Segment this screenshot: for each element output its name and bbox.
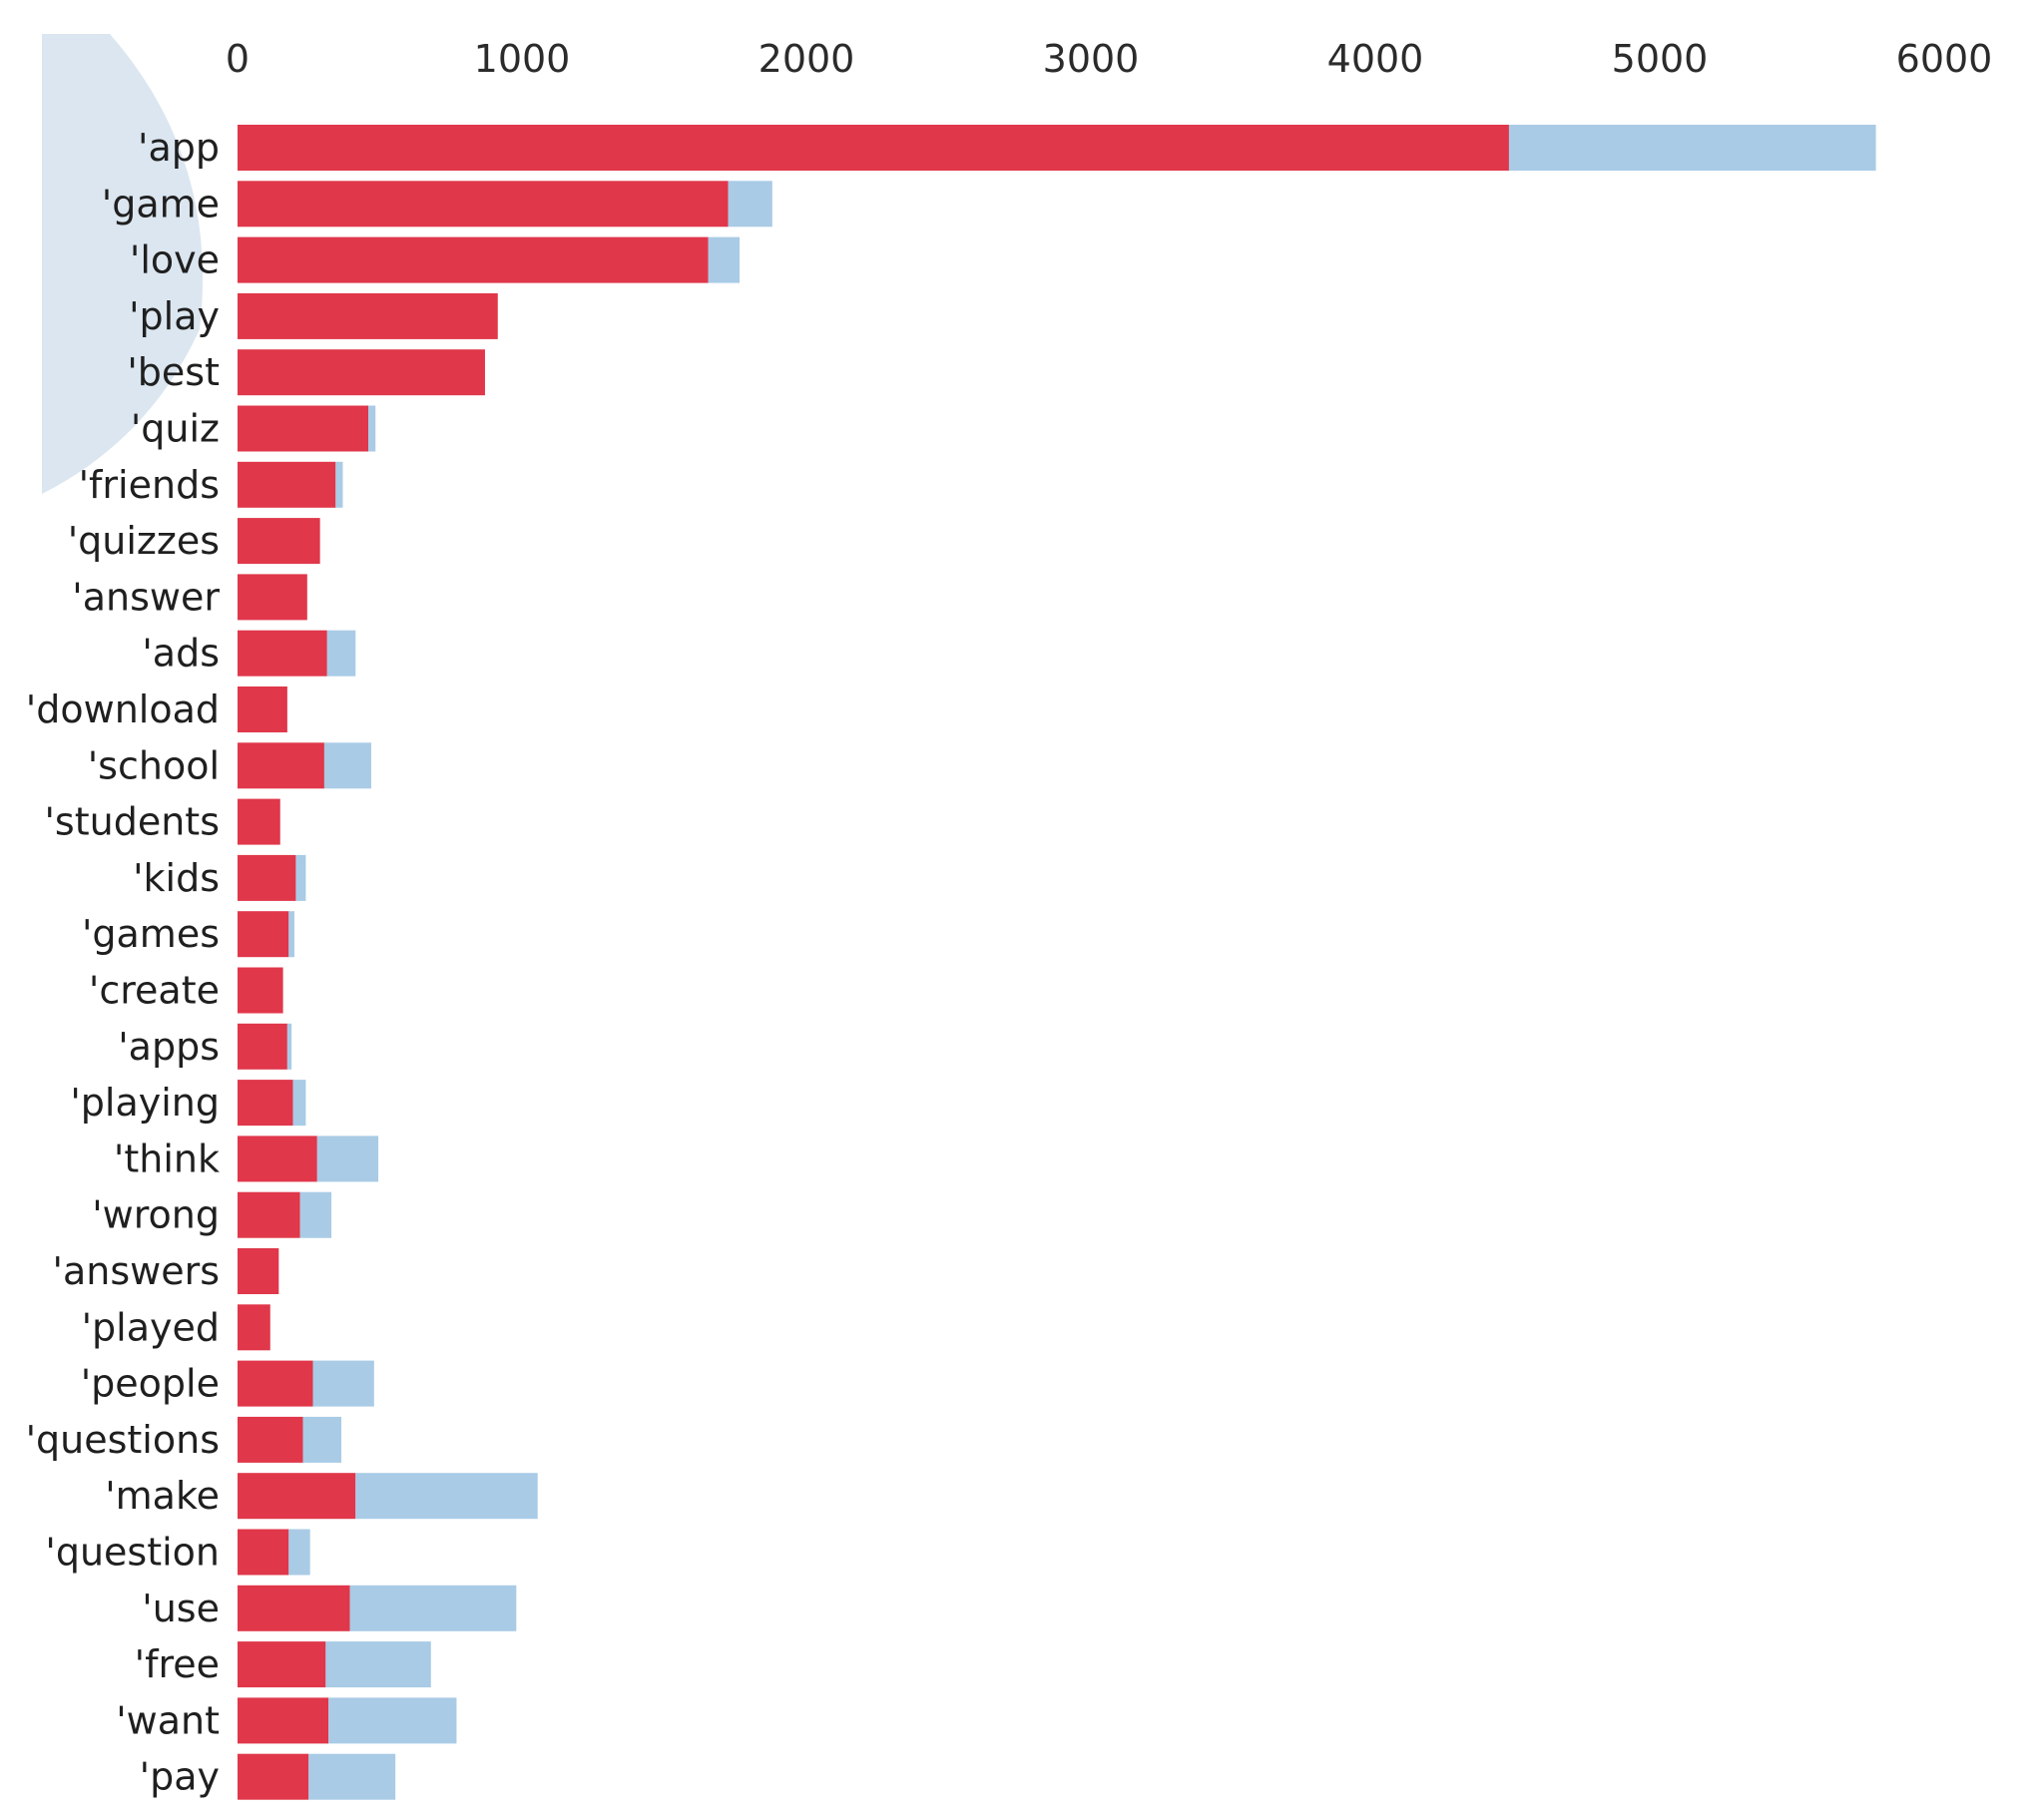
background-decoration bbox=[42, 34, 204, 494]
category-label: 'download bbox=[26, 687, 220, 731]
bar-segment-primary bbox=[238, 1753, 309, 1800]
bar-segment-secondary bbox=[708, 236, 741, 283]
bar-segment-secondary bbox=[316, 1136, 379, 1182]
category-label: 'game bbox=[102, 182, 220, 226]
bar-segment-secondary bbox=[288, 911, 294, 958]
bar-segment-primary bbox=[238, 292, 498, 339]
category-label: 'free bbox=[135, 1642, 220, 1686]
bar-segment-primary bbox=[238, 1136, 317, 1182]
bar-segment-primary bbox=[238, 1585, 350, 1631]
bar-segment-secondary bbox=[355, 1473, 538, 1520]
bar-segment-secondary bbox=[288, 1529, 310, 1576]
bar-segment-primary bbox=[238, 967, 283, 1014]
category-label: 'games bbox=[82, 912, 220, 956]
bar-segment-primary bbox=[238, 405, 369, 452]
x-tick-label: 5000 bbox=[1612, 37, 1709, 81]
category-label: 'make bbox=[105, 1474, 220, 1518]
bar-segment-primary bbox=[238, 742, 324, 789]
bar-segment-primary bbox=[238, 1023, 287, 1070]
x-tick-label: 6000 bbox=[1896, 37, 1993, 81]
bar-segment-secondary bbox=[312, 1360, 374, 1407]
x-tick-label: 1000 bbox=[474, 37, 571, 81]
bar-segment-primary bbox=[238, 854, 296, 901]
bar-segment-primary bbox=[238, 574, 307, 621]
category-label: 'kids bbox=[133, 856, 220, 900]
category-label: 'app bbox=[138, 126, 220, 170]
bar-segment-primary bbox=[238, 798, 280, 845]
bar-segment-secondary bbox=[335, 461, 343, 508]
bar-segment-primary bbox=[238, 518, 320, 565]
bar-segment-primary bbox=[238, 1641, 326, 1688]
category-label: 'friends bbox=[79, 463, 220, 507]
category-label: 'played bbox=[82, 1305, 220, 1349]
category-label: 'want bbox=[116, 1698, 220, 1742]
x-axis: 0 1000 2000 3000 4000 5000 6000 bbox=[226, 37, 1992, 81]
category-label: 'playing bbox=[70, 1081, 220, 1125]
category-label: 'love bbox=[130, 238, 220, 282]
bar-segment-secondary bbox=[286, 1023, 292, 1070]
category-label: 'people bbox=[81, 1362, 220, 1406]
bar-segment-primary bbox=[238, 125, 1509, 171]
bar-segment-secondary bbox=[302, 1416, 342, 1463]
category-label: 'quizzes bbox=[68, 519, 220, 563]
bar-segment-primary bbox=[238, 349, 485, 396]
category-label: 'play bbox=[129, 294, 220, 338]
category-label: 'best bbox=[127, 350, 220, 394]
bar-segment-secondary bbox=[308, 1753, 396, 1800]
category-label: 'create bbox=[89, 969, 220, 1013]
bar-segment-primary bbox=[238, 1360, 313, 1407]
bar-segment-secondary bbox=[368, 405, 376, 452]
bar-segment-primary bbox=[238, 181, 729, 228]
category-labels: 'app 'game 'love 'play 'best 'quiz 'friends 'qu… bbox=[26, 126, 221, 1799]
bar-segment-primary bbox=[238, 911, 289, 958]
bar-segment-primary bbox=[238, 1304, 270, 1351]
category-label: 'use bbox=[142, 1587, 220, 1630]
x-tick-label: 3000 bbox=[1043, 37, 1140, 81]
category-label: 'questions bbox=[26, 1418, 220, 1462]
bar-segment-secondary bbox=[1508, 125, 1876, 171]
bar-segment-secondary bbox=[349, 1585, 517, 1631]
category-label: 'ads bbox=[142, 632, 220, 676]
category-label: 'answer bbox=[72, 575, 220, 619]
bar-segment-primary bbox=[238, 236, 709, 283]
bar-segment-secondary bbox=[328, 1697, 457, 1744]
bar-segment-secondary bbox=[323, 742, 371, 789]
bar-segment-primary bbox=[238, 1473, 356, 1520]
x-tick-label: 0 bbox=[226, 37, 250, 81]
category-label: 'answers bbox=[53, 1249, 221, 1293]
bar-segment-primary bbox=[238, 1080, 293, 1127]
bar-segment-secondary bbox=[292, 1080, 306, 1127]
bar-segment-secondary bbox=[326, 630, 356, 677]
x-tick-label: 2000 bbox=[759, 37, 855, 81]
bars bbox=[238, 125, 1876, 1800]
bar-segment-primary bbox=[238, 686, 287, 732]
category-label: 'think bbox=[114, 1137, 220, 1180]
bar-segment-primary bbox=[238, 1697, 329, 1744]
bar-segment-primary bbox=[238, 1248, 279, 1294]
bar-segment-primary bbox=[238, 1529, 289, 1576]
bar-segment-secondary bbox=[728, 181, 772, 228]
category-label: 'question bbox=[45, 1531, 220, 1575]
category-label: 'apps bbox=[118, 1025, 220, 1069]
bar-segment-primary bbox=[238, 630, 327, 677]
bar-segment-primary bbox=[238, 1416, 303, 1463]
category-label: 'wrong bbox=[92, 1193, 220, 1237]
category-label: 'quiz bbox=[131, 407, 220, 451]
category-label: 'students bbox=[44, 800, 220, 844]
x-tick-label: 4000 bbox=[1327, 37, 1424, 81]
category-label: 'school bbox=[88, 743, 220, 787]
bar-segment-primary bbox=[238, 1191, 300, 1238]
bar-segment-secondary bbox=[325, 1641, 431, 1688]
background-disc bbox=[42, 34, 204, 494]
bar-segment-secondary bbox=[295, 854, 306, 901]
bar-segment-primary bbox=[238, 461, 336, 508]
bar-segment-secondary bbox=[299, 1191, 332, 1238]
category-label: 'pay bbox=[140, 1755, 220, 1799]
